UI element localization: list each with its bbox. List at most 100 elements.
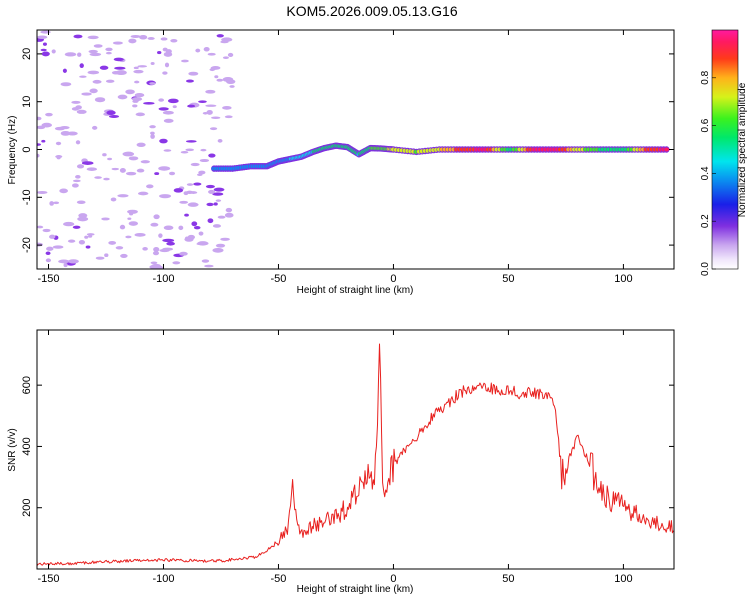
noise-blob (125, 235, 132, 239)
noise-blob (111, 167, 119, 171)
noise-blob (127, 209, 138, 214)
noise-blob (107, 157, 113, 161)
noise-blob (212, 247, 224, 253)
noise-blob (89, 88, 98, 94)
noise-blob (105, 79, 115, 83)
noise-blob (134, 93, 145, 98)
noise-blob (71, 107, 80, 111)
noise-blob (84, 235, 89, 239)
noise-blob (172, 261, 181, 265)
x-tick-label: 50 (502, 573, 514, 585)
snr-frame (36, 329, 675, 570)
noise-blob (71, 100, 81, 104)
noise-blob (222, 56, 229, 59)
noise-blob (75, 140, 81, 145)
noise-blob (193, 182, 202, 186)
colorbar-tick-label: 0.8 (700, 70, 711, 84)
noise-blob (186, 190, 194, 194)
noise-blob (143, 102, 155, 105)
noise-blob (163, 118, 174, 123)
noise-blob (205, 89, 216, 94)
signal-trace (211, 142, 670, 172)
noise-blob (94, 97, 106, 103)
noise-blob (222, 105, 232, 110)
noise-blob (157, 51, 162, 55)
noise-blob (45, 258, 52, 263)
noise-blob (198, 100, 207, 103)
noise-blob (227, 52, 234, 58)
noise-blob (114, 66, 126, 70)
snr-xlabel: Height of straight line (km) (297, 584, 414, 595)
colorbar-tick-label: 0.0 (700, 262, 711, 276)
colorbar-gradient (711, 29, 739, 270)
noise-blob (185, 79, 194, 83)
noise-blob (154, 172, 160, 176)
colorbar: 0.0 0.2 0.4 0.6 0.8 Normalized spectral ampl… (700, 29, 748, 276)
noise-blob (108, 240, 117, 245)
noise-blob (217, 215, 226, 219)
noise-blob (225, 207, 233, 213)
snr-series-line (37, 343, 674, 566)
noise-blob (128, 221, 139, 226)
noise-blob (60, 82, 72, 87)
noise-blob (42, 228, 51, 233)
noise-blob (152, 251, 159, 256)
noise-blob (131, 97, 143, 102)
noise-blob (60, 130, 71, 136)
noise-blob (103, 177, 110, 181)
noise-blob (149, 125, 156, 129)
noise-blob (203, 46, 210, 52)
noise-blob (117, 94, 128, 100)
noise-blob (179, 251, 188, 256)
noise-blob (136, 142, 146, 147)
noise-blob (197, 173, 203, 177)
noise-blob (95, 256, 105, 260)
noise-blob (207, 52, 216, 56)
noise-blob (137, 65, 148, 68)
noise-blob (104, 253, 109, 258)
noise-blob (179, 200, 189, 204)
noise-blob (212, 192, 224, 196)
noise-blob (53, 201, 60, 205)
noise-blob (185, 140, 197, 143)
noise-blob (37, 190, 48, 194)
noise-blob (158, 107, 169, 111)
noise-blob (72, 179, 81, 183)
noise-blob (214, 75, 219, 79)
y-tick-label: 20 (21, 48, 33, 60)
noise-blob (209, 68, 216, 72)
noise-blob (77, 52, 82, 57)
noise-blob (37, 116, 42, 121)
noise-blob (88, 49, 98, 54)
noise-blob (205, 104, 217, 107)
x-tick-label: 0 (390, 573, 396, 585)
noise-blob (133, 66, 139, 70)
y-tick-label: 600 (21, 376, 33, 394)
noise-blob (150, 222, 159, 227)
noise-blob (81, 92, 92, 96)
x-tick-label: 100 (614, 273, 632, 285)
noise-blob (67, 259, 79, 264)
noise-blob (181, 59, 189, 63)
noise-blob (149, 82, 156, 85)
noise-blob (92, 79, 102, 84)
noise-blob (147, 37, 155, 40)
noise-blob (115, 246, 124, 250)
noise-blob (52, 245, 64, 249)
noise-blob (139, 34, 148, 40)
noise-blob (59, 126, 70, 130)
noise-blob (37, 35, 48, 39)
noise-blob (51, 49, 56, 54)
noise-blob (78, 213, 88, 219)
noise-blob (229, 85, 235, 88)
noise-blob (42, 42, 47, 46)
noise-blob (86, 167, 98, 171)
noise-blob (101, 217, 110, 221)
noise-blob (158, 166, 171, 171)
noise-blob (200, 148, 207, 152)
noise-blob (209, 127, 218, 131)
snr-ylabel: SNR (v/v) (7, 428, 18, 471)
